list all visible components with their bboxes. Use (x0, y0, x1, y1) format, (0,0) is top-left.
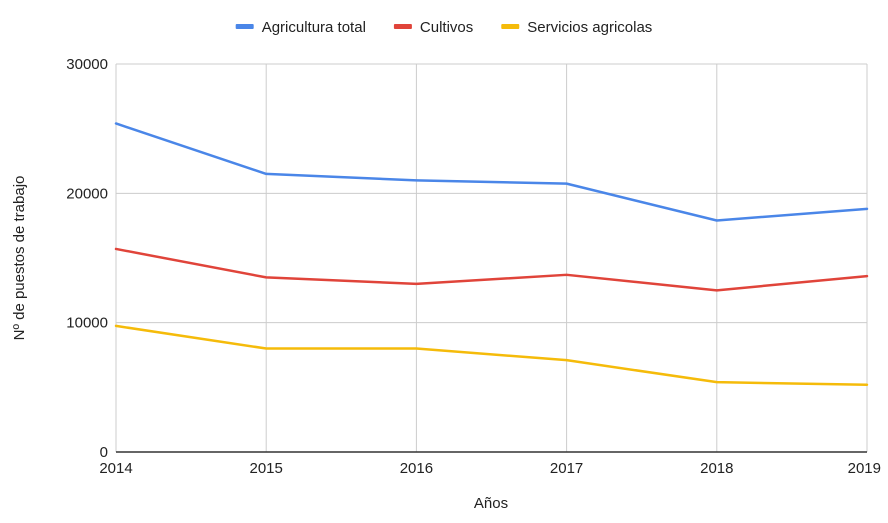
series-line-1 (114, 122, 869, 222)
y-tick-label: 30000 (66, 56, 108, 73)
x-tick-label: 2017 (550, 460, 583, 477)
grid (115, 63, 868, 453)
x-tick-label: 2016 (400, 460, 433, 477)
legend-swatch (235, 24, 254, 29)
y-tick-label: 10000 (66, 315, 108, 332)
x-tick-label: 2018 (700, 460, 733, 477)
y-tick-label: 20000 (66, 185, 108, 202)
legend-swatch (501, 24, 520, 29)
series-lines (114, 122, 869, 386)
y-axis-ticks: 0 10000 20000 30000 (66, 56, 108, 461)
legend: Agricultura total Cultivos Servicios agric… (235, 19, 652, 36)
series-line-2 (114, 247, 869, 292)
legend-swatch (393, 24, 412, 29)
legend-label: Servicios agricolas (527, 19, 652, 36)
series-line-3 (114, 324, 869, 386)
x-tick-label: 2019 (848, 460, 881, 477)
x-tick-label: 2015 (250, 460, 283, 477)
x-axis-ticks: 2014 2015 2016 2017 2018 2019 (99, 460, 881, 477)
legend-label: Agricultura total (262, 19, 366, 36)
y-tick-label: 0 (100, 444, 108, 461)
x-tick-label: 2014 (99, 460, 132, 477)
legend-label: Cultivos (420, 19, 473, 36)
y-axis-title: Nº de puestos de trabajo (11, 176, 28, 341)
x-axis-title: Años (474, 495, 508, 512)
